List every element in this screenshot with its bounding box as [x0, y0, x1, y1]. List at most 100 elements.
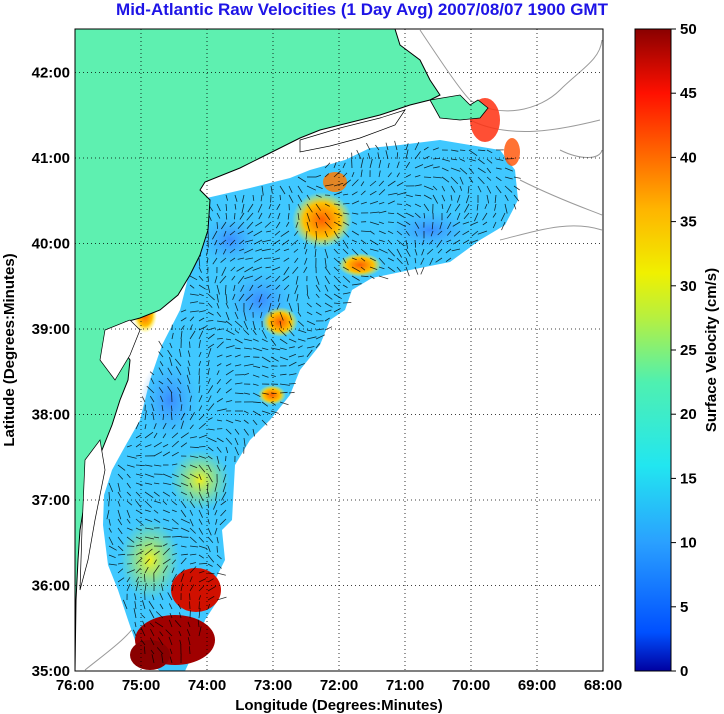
- velocity-arrow: [144, 527, 154, 530]
- velocity-arrow: [459, 167, 468, 175]
- velocity-arrow: [414, 175, 421, 178]
- velocity-arrow: [179, 612, 182, 619]
- velocity-arrow: [324, 230, 328, 238]
- velocity-arrow: [287, 212, 290, 220]
- velocity-arrow: [171, 392, 173, 403]
- velocity-arrow: [315, 203, 322, 211]
- lat-tick-label: 40:00: [32, 236, 70, 253]
- velocity-arrow: [122, 599, 128, 610]
- velocity-arrow: [142, 600, 146, 610]
- velocity-arrow: [216, 596, 227, 601]
- velocity-arrow: [468, 167, 475, 174]
- velocity-arrow: [279, 391, 288, 394]
- velocity-arrow: [220, 500, 227, 506]
- velocity-arrow: [246, 212, 254, 221]
- velocity-arrow: [268, 212, 272, 219]
- velocity-arrow: [387, 162, 390, 169]
- velocity-arrow: [351, 283, 362, 286]
- velocity-arrow: [324, 221, 333, 230]
- velocity-arrow: [351, 266, 361, 273]
- velocity-arrow: [486, 194, 490, 204]
- velocity-arrow: [477, 185, 482, 193]
- velocity-arrow: [281, 239, 290, 246]
- colorbar-tick-label: 35: [680, 214, 697, 231]
- velocity-arrow: [169, 656, 173, 664]
- velocity-arrow: [360, 230, 370, 232]
- velocity-arrow: [189, 509, 194, 516]
- velocity-arrow: [207, 311, 214, 316]
- velocity-arrow: [306, 302, 312, 308]
- velocity-arrow: [189, 293, 199, 296]
- velocity-arrow: [324, 302, 333, 308]
- velocity-arrow: [324, 162, 331, 169]
- velocity-arrow: [315, 230, 318, 241]
- velocity-arrow: [324, 309, 332, 313]
- colorbar-tick-label: 0: [680, 663, 688, 680]
- velocity-arrow: [225, 329, 235, 336]
- velocity-arrow: [252, 419, 258, 426]
- velocity-arrow: [189, 518, 194, 527]
- velocity-arrow: [477, 149, 486, 152]
- velocity-arrow: [207, 473, 213, 483]
- velocity-arrow: [229, 239, 236, 246]
- velocity-arrow: [161, 653, 164, 664]
- velocity-arrow: [234, 419, 241, 422]
- velocity-arrow: [314, 248, 317, 258]
- velocity-arrow: [180, 404, 183, 412]
- velocity-arrow: [333, 248, 339, 254]
- velocity-arrow: [252, 410, 261, 417]
- velocity-arrow: [207, 417, 213, 421]
- velocity-arrow: [245, 293, 254, 301]
- velocity-arrow: [369, 158, 373, 169]
- velocity-arrow: [198, 275, 204, 281]
- velocity-arrow: [189, 330, 196, 340]
- velocity-arrow: [216, 545, 218, 553]
- velocity-arrow: [198, 500, 203, 509]
- velocity-arrow: [135, 576, 140, 583]
- velocity-arrow: [216, 212, 221, 219]
- velocity-arrow: [486, 176, 492, 181]
- velocity-arrow: [236, 266, 245, 272]
- velocity-arrow: [471, 230, 479, 237]
- velocity-arrow: [252, 338, 259, 342]
- velocity-arrow: [207, 509, 209, 516]
- velocity-arrow: [445, 248, 452, 254]
- velocity-arrow: [234, 428, 240, 435]
- velocity-arrow: [180, 420, 184, 430]
- velocity-arrow: [154, 621, 164, 628]
- velocity-arrow: [280, 230, 290, 237]
- velocity-arrow: [216, 379, 222, 385]
- velocity-arrow: [126, 482, 131, 489]
- velocity-arrow: [377, 152, 380, 160]
- velocity-arrow: [134, 593, 137, 601]
- velocity-arrow: [216, 328, 223, 331]
- velocity-arrow: [216, 320, 227, 323]
- velocity-arrow: [387, 221, 394, 223]
- velocity-arrow: [387, 200, 395, 205]
- velocity-arrow: [243, 373, 250, 376]
- velocity-arrow: [230, 266, 236, 272]
- velocity-arrow: [174, 620, 182, 628]
- velocity-arrow: [477, 167, 486, 174]
- velocity-arrow: [261, 419, 268, 426]
- velocity-arrow: [255, 248, 263, 252]
- velocity-arrow: [286, 293, 290, 302]
- velocity-arrow: [405, 248, 411, 257]
- velocity-arrow: [153, 518, 161, 523]
- velocity-arrow: [492, 221, 497, 229]
- velocity-arrow: [153, 559, 157, 565]
- velocity-arrow: [414, 248, 418, 256]
- velocity-arrow: [126, 491, 131, 497]
- velocity-arrow: [189, 536, 197, 544]
- velocity-arrow: [414, 266, 419, 275]
- velocity-arrow: [135, 482, 143, 486]
- velocity-arrow: [108, 563, 117, 566]
- velocity-arrow: [144, 424, 147, 430]
- velocity-arrow: [141, 396, 146, 403]
- velocity-arrow: [486, 158, 493, 164]
- velocity-arrow: [198, 473, 202, 481]
- velocity-arrow: [342, 179, 352, 187]
- velocity-arrow: [360, 201, 367, 205]
- velocity-arrow: [304, 239, 308, 250]
- velocity-arrow: [342, 302, 352, 304]
